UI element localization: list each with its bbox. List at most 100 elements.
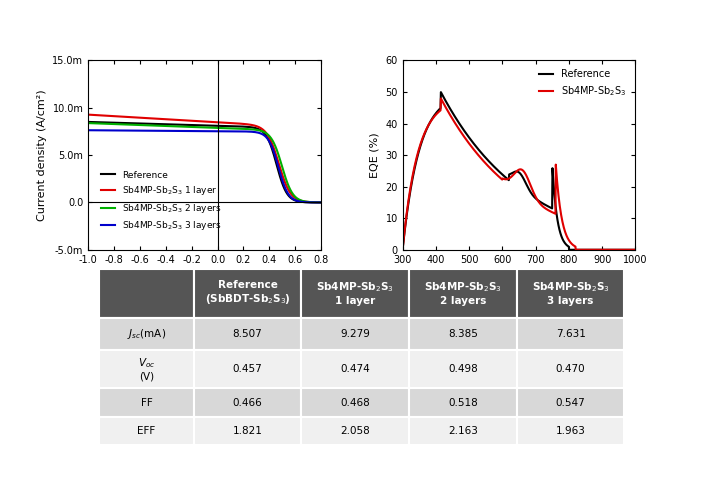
FancyBboxPatch shape <box>301 318 409 350</box>
FancyBboxPatch shape <box>409 269 517 318</box>
FancyBboxPatch shape <box>517 417 624 445</box>
Text: $J_{sc}$(mA): $J_{sc}$(mA) <box>127 327 166 341</box>
Text: 0.470: 0.470 <box>556 364 585 374</box>
Sb4MP-Sb$_2$S$_3$ 3 layers <box>196 128 205 134</box>
Text: Sb4MP-Sb$_2$S$_3$
1 layer: Sb4MP-Sb$_2$S$_3$ 1 layer <box>316 281 394 306</box>
Reference <box>580 247 588 253</box>
Sb4MP-Sb$_2$S$_3$ 2 layers <box>317 200 325 206</box>
Reference <box>210 122 218 129</box>
Sb4MP-Sb$_2$S$_3$ 2 layers <box>195 124 203 130</box>
Text: 8.507: 8.507 <box>233 329 263 339</box>
Legend: Reference, Sb4MP-Sb$_2$S$_3$ 1 layer, Sb4MP-Sb$_2$S$_3$ 2 layers, Sb4MP-Sb$_2$S$: Reference, Sb4MP-Sb$_2$S$_3$ 1 layer, Sb… <box>97 167 225 236</box>
Text: 0.498: 0.498 <box>448 364 478 374</box>
Sb4MP-Sb$_2$S$_3$ 3 layers <box>84 127 92 133</box>
Text: 2.163: 2.163 <box>448 426 478 435</box>
Text: 0.466: 0.466 <box>233 398 263 408</box>
Reference <box>455 121 464 128</box>
Reference <box>631 247 640 253</box>
Text: 2.058: 2.058 <box>340 426 370 435</box>
Sb4MP-Sb$_2$S$_3$ 3 layers <box>317 200 325 206</box>
Sb4MP-Sb$_2$S$_3$ 1 layer <box>275 162 283 168</box>
Sb4MP-Sb$_2$S$_3$ 2 layers <box>311 199 320 205</box>
Reference <box>222 123 231 129</box>
Text: 9.279: 9.279 <box>340 329 370 339</box>
FancyBboxPatch shape <box>193 350 301 389</box>
Sb4MP-Sb$_2$S$_3$ 2 layers <box>275 154 283 160</box>
Legend: Reference, Sb4MP-Sb$_2$S$_3$: Reference, Sb4MP-Sb$_2$S$_3$ <box>535 66 630 102</box>
Text: 0.468: 0.468 <box>340 398 370 408</box>
FancyBboxPatch shape <box>99 350 193 389</box>
FancyBboxPatch shape <box>409 318 517 350</box>
Sb4MP-Sb$_2$S$_3$ 1 layer <box>196 118 205 124</box>
FancyBboxPatch shape <box>301 269 409 318</box>
Sb4MP-Sb$_2$S$_3$ <box>436 95 445 101</box>
Line: Reference: Reference <box>402 92 635 250</box>
FancyBboxPatch shape <box>99 417 193 445</box>
Text: Sb4MP-Sb$_2$S$_3$
3 layers: Sb4MP-Sb$_2$S$_3$ 3 layers <box>532 281 609 306</box>
Sb4MP-Sb$_2$S$_3$ <box>551 162 560 168</box>
Text: 7.631: 7.631 <box>556 329 585 339</box>
Text: 0.547: 0.547 <box>556 398 585 408</box>
Line: Sb4MP-Sb$_2$S$_3$: Sb4MP-Sb$_2$S$_3$ <box>402 98 635 250</box>
Text: 0.457: 0.457 <box>233 364 263 374</box>
FancyBboxPatch shape <box>193 269 301 318</box>
Sb4MP-Sb$_2$S$_3$ 3 layers <box>275 166 283 172</box>
Sb4MP-Sb$_2$S$_3$ 3 layers <box>311 200 320 206</box>
Text: FF: FF <box>140 398 152 408</box>
Sb4MP-Sb$_2$S$_3$ 2 layers <box>222 125 231 131</box>
Sb4MP-Sb$_2$S$_3$ <box>465 140 473 146</box>
Reference <box>436 89 445 95</box>
Reference <box>398 247 407 253</box>
FancyBboxPatch shape <box>409 350 517 389</box>
Reference <box>551 205 560 211</box>
Y-axis label: EQE (%): EQE (%) <box>370 133 380 178</box>
Text: 0.474: 0.474 <box>340 364 370 374</box>
Sb4MP-Sb$_2$S$_3$ <box>455 128 464 134</box>
Reference <box>609 247 617 253</box>
FancyBboxPatch shape <box>193 417 301 445</box>
FancyBboxPatch shape <box>517 389 624 417</box>
Text: 0.518: 0.518 <box>448 398 478 408</box>
Reference <box>84 119 92 125</box>
Sb4MP-Sb$_2$S$_3$ <box>609 247 617 253</box>
Y-axis label: Current density (A/cm²): Current density (A/cm²) <box>37 89 47 221</box>
Sb4MP-Sb$_2$S$_3$ 1 layer <box>317 200 325 206</box>
Reference <box>196 122 205 128</box>
Line: Sb4MP-Sb$_2$S$_3$ 3 layers: Sb4MP-Sb$_2$S$_3$ 3 layers <box>88 130 321 203</box>
Sb4MP-Sb$_2$S$_3$ <box>398 247 407 253</box>
Reference <box>275 170 283 176</box>
FancyBboxPatch shape <box>517 350 624 389</box>
FancyBboxPatch shape <box>99 389 193 417</box>
FancyBboxPatch shape <box>301 350 409 389</box>
FancyBboxPatch shape <box>517 269 624 318</box>
Reference <box>311 200 320 206</box>
Sb4MP-Sb$_2$S$_3$ 1 layer <box>195 118 203 124</box>
Text: $V_{oc}$
(V): $V_{oc}$ (V) <box>138 356 155 382</box>
Sb4MP-Sb$_2$S$_3$ 3 layers <box>222 128 231 134</box>
Sb4MP-Sb$_2$S$_3$ <box>631 247 640 253</box>
FancyBboxPatch shape <box>193 318 301 350</box>
Reference <box>465 134 473 140</box>
X-axis label: Wavelength (nm): Wavelength (nm) <box>471 270 568 280</box>
Text: 1.963: 1.963 <box>556 426 585 435</box>
Text: EFF: EFF <box>138 426 155 435</box>
Reference <box>317 200 325 206</box>
Sb4MP-Sb$_2$S$_3$ <box>472 150 481 156</box>
Sb4MP-Sb$_2$S$_3$ 2 layers <box>210 124 218 131</box>
Sb4MP-Sb$_2$S$_3$ 3 layers <box>210 128 218 134</box>
Sb4MP-Sb$_2$S$_3$ 1 layer <box>311 199 320 205</box>
Text: 8.385: 8.385 <box>448 329 478 339</box>
Reference <box>195 122 203 128</box>
FancyBboxPatch shape <box>99 318 193 350</box>
Text: Sb4MP-Sb$_2$S$_3$
2 layers: Sb4MP-Sb$_2$S$_3$ 2 layers <box>424 281 502 306</box>
FancyBboxPatch shape <box>193 389 301 417</box>
FancyBboxPatch shape <box>99 269 193 318</box>
Sb4MP-Sb$_2$S$_3$ 2 layers <box>196 124 205 130</box>
Line: Sb4MP-Sb$_2$S$_3$ 1 layer: Sb4MP-Sb$_2$S$_3$ 1 layer <box>88 114 321 203</box>
FancyBboxPatch shape <box>301 389 409 417</box>
Text: 1.821: 1.821 <box>233 426 263 435</box>
FancyBboxPatch shape <box>517 318 624 350</box>
Sb4MP-Sb$_2$S$_3$ 1 layer <box>84 111 92 117</box>
Line: Sb4MP-Sb$_2$S$_3$ 2 layers: Sb4MP-Sb$_2$S$_3$ 2 layers <box>88 123 321 203</box>
FancyBboxPatch shape <box>409 389 517 417</box>
